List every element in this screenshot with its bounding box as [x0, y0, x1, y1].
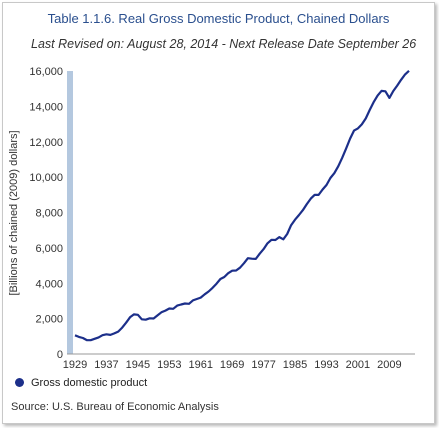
y-tick-label: 8,000: [35, 208, 63, 220]
x-tick-label: 1937: [94, 359, 118, 371]
y-tick-label: 0: [57, 349, 63, 361]
legend: Gross domestic product: [15, 377, 147, 389]
y-tick-label: 16,000: [29, 66, 63, 78]
x-tick-label: 1953: [157, 359, 181, 371]
y-axis-label: [Billions of chained (2009) dollars]: [8, 130, 20, 295]
x-tick-label: 1929: [63, 359, 87, 371]
x-tick-label: 1993: [314, 359, 338, 371]
y-axis-band: [67, 71, 73, 354]
legend-label: Gross domestic product: [31, 377, 148, 389]
y-tick-label: 2,000: [35, 314, 63, 326]
y-tick-label: 12,000: [29, 137, 63, 149]
line-chart: 0 2,000 4,000 6,000 8,000 10,000 12,000 14,000 1…: [8, 66, 415, 371]
y-tick-label: 10,000: [29, 172, 63, 184]
x-tick-labels: 1929 1937 1945 1953 1961 1969 1977 1985 1993 2001…: [63, 359, 402, 371]
x-tick-label: 2001: [346, 359, 370, 371]
chart-frame: Table 1.1.6. Real Gross Domestic Product…: [2, 2, 435, 424]
y-tick-label: 14,000: [29, 101, 63, 113]
source-note: Source: U.S. Bureau of Economic Analysis: [11, 401, 219, 413]
series-line-gdp: [74, 69, 410, 342]
legend-marker: [15, 378, 24, 387]
chart-title: Table 1.1.6. Real Gross Domestic Product…: [47, 11, 390, 26]
y-tick-label: 6,000: [35, 243, 63, 255]
x-tick-label: 1961: [188, 359, 212, 371]
chart-subtitle: Last Revised on: August 28, 2014 - Next …: [31, 37, 417, 51]
x-tick-label: 2009: [377, 359, 401, 371]
y-tick-label: 4,000: [35, 278, 63, 290]
x-tick-label: 1977: [251, 359, 275, 371]
x-tick-label: 1969: [220, 359, 244, 371]
x-tick-label: 1985: [283, 359, 307, 371]
x-tick-label: 1945: [126, 359, 150, 371]
y-tick-labels: 0 2,000 4,000 6,000 8,000 10,000 12,000 14,000 1…: [29, 66, 63, 361]
